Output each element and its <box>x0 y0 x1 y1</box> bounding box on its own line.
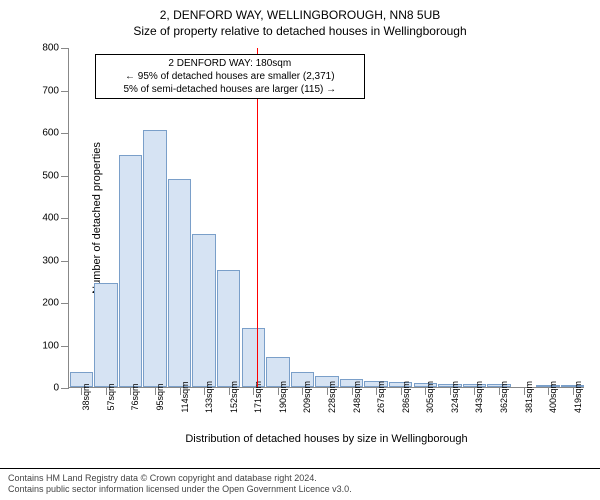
x-tick-label: 57sqm <box>106 383 116 410</box>
x-tick-label: 248sqm <box>352 381 362 413</box>
x-tick-label: 133sqm <box>204 381 214 413</box>
histogram-bar <box>119 155 142 387</box>
y-tick <box>61 218 69 219</box>
annotation-line2: ← 95% of detached houses are smaller (2,… <box>102 70 358 83</box>
footer-line2: Contains public sector information licen… <box>8 484 592 496</box>
histogram-bar <box>143 130 166 387</box>
x-axis-label: Distribution of detached houses by size … <box>185 433 467 445</box>
annotation-line3: 5% of semi-detached houses are larger (1… <box>102 83 358 96</box>
x-tick-label: 400sqm <box>548 381 558 413</box>
plot-area: 2 DENFORD WAY: 180sqm ← 95% of detached … <box>68 48 584 388</box>
histogram-bar <box>217 270 240 387</box>
histogram-bar <box>192 234 215 387</box>
chart-title-line1: 2, DENFORD WAY, WELLINGBOROUGH, NN8 5UB <box>8 8 592 22</box>
annotation-line1: 2 DENFORD WAY: 180sqm <box>102 57 358 70</box>
histogram-bar <box>168 179 191 387</box>
x-tick-label: 76sqm <box>130 383 140 410</box>
x-tick-label: 190sqm <box>278 381 288 413</box>
annotation-box: 2 DENFORD WAY: 180sqm ← 95% of detached … <box>95 54 365 99</box>
x-tick-label: 209sqm <box>302 381 312 413</box>
x-tick-label: 419sqm <box>573 381 583 413</box>
y-tick <box>61 133 69 134</box>
y-tick <box>61 261 69 262</box>
x-tick-label: 362sqm <box>499 381 509 413</box>
x-tick-label: 324sqm <box>450 381 460 413</box>
x-tick-label: 286sqm <box>401 381 411 413</box>
x-tick-label: 95sqm <box>155 383 165 410</box>
y-tick-label: 600 <box>42 128 59 139</box>
histogram-bar <box>94 283 117 387</box>
histogram-bar <box>242 328 265 388</box>
x-tick-label: 228sqm <box>327 381 337 413</box>
y-tick-label: 300 <box>42 255 59 266</box>
chart-container: 2, DENFORD WAY, WELLINGBOROUGH, NN8 5UB … <box>8 8 592 448</box>
y-tick-label: 200 <box>42 298 59 309</box>
x-tick-label: 267sqm <box>376 381 386 413</box>
y-tick <box>61 303 69 304</box>
y-tick-label: 500 <box>42 170 59 181</box>
x-tick-label: 114sqm <box>180 381 190 412</box>
y-tick-label: 100 <box>42 340 59 351</box>
y-tick-label: 0 <box>53 383 59 394</box>
chart-title-line2: Size of property relative to detached ho… <box>8 24 592 38</box>
x-tick-label: 152sqm <box>229 381 239 413</box>
x-tick-label: 305sqm <box>425 381 435 413</box>
y-tick <box>61 388 69 389</box>
y-tick <box>61 176 69 177</box>
x-tick-label: 343sqm <box>474 381 484 413</box>
x-tick-label: 38sqm <box>81 383 91 410</box>
y-tick-label: 800 <box>42 43 59 54</box>
x-tick-label: 381sqm <box>524 381 534 413</box>
y-axis-label: Number of detached properties <box>91 142 103 294</box>
footer: Contains HM Land Registry data © Crown c… <box>0 468 600 500</box>
y-tick-label: 400 <box>42 213 59 224</box>
y-tick <box>61 48 69 49</box>
y-tick <box>61 346 69 347</box>
y-tick <box>61 91 69 92</box>
y-tick-label: 700 <box>42 85 59 96</box>
footer-line1: Contains HM Land Registry data © Crown c… <box>8 473 592 485</box>
